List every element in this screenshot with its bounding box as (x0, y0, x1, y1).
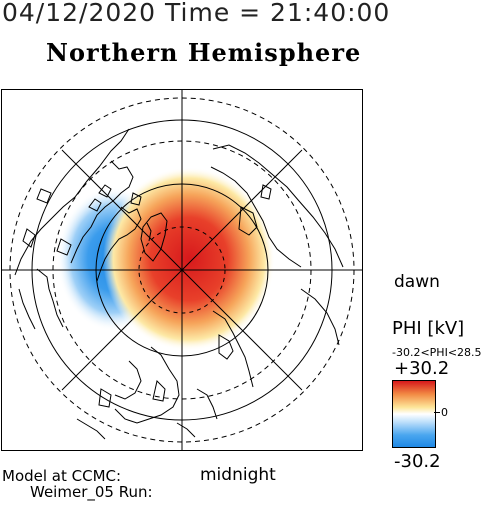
colorbar-min-label: -30.2 (394, 451, 441, 472)
colorbar-title: PHI [kV] (392, 318, 465, 339)
colorbar-zero-tick (434, 412, 440, 413)
datetime-title: 04/12/2020 Time = 21:40:00 (2, 0, 391, 27)
model-line: Model at CCMC: (2, 467, 122, 485)
positive-cell (103, 167, 275, 351)
midnight-label: midnight (200, 465, 276, 485)
hemisphere-title: Northern Hemisphere (46, 38, 362, 67)
colorbar (392, 380, 436, 448)
colorbar-max-label: +30.2 (394, 358, 450, 379)
colorbar-zero-label: 0 (441, 406, 448, 419)
polar-map (1, 89, 363, 451)
dawn-label: dawn (394, 272, 440, 292)
run-line: Weimer_05 Run: (30, 483, 153, 501)
colorbar-range: -30.2<PHI<28.5 (392, 346, 482, 359)
coordinate-grid (1, 89, 363, 451)
